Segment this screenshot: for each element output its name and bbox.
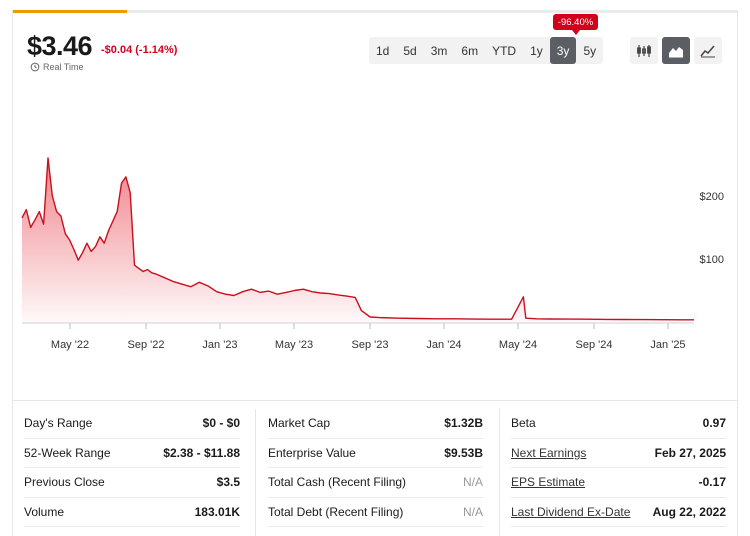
stat-value: $9.53B [444,445,483,460]
stat-label: Market Cap [268,416,331,431]
stat-label: Volume [24,504,65,519]
stats-column-2: Market Cap $1.32B Enterprise Value $9.53B To… [268,409,483,536]
stat-value: $2.38 - $11.88 [163,445,240,460]
x-tick-label: May '23 [275,339,313,351]
candlestick-chart-button[interactable] [630,37,658,64]
stat-label: Previous Close [24,475,105,490]
stat-label: Average Volume (3M) [24,534,140,536]
stat-label: Total Debt (Recent Filing) [268,504,404,519]
stat-row: EPS Estimate -0.17 [511,468,726,498]
x-tick-label: May '22 [51,339,89,351]
stat-value: N/A [462,504,483,519]
range-button-ytd[interactable]: YTD [492,43,517,58]
stat-row: Average Volume (3M) 10.25M [24,527,240,536]
x-tick-label: Jan '23 [202,339,237,351]
range-button-5d[interactable]: 5d [403,43,417,58]
stat-label: 52-Week Range [24,445,111,460]
column-divider [255,409,256,536]
top-border [12,10,738,13]
line-chart-icon [700,45,715,57]
stat-label: Day's Range [24,416,93,431]
price-line [21,157,694,321]
stat-row: Price to Earnings (P/E) N/A [268,527,483,536]
x-tick-label: Jan '25 [650,339,685,351]
stat-label: Beta [511,416,536,431]
x-tick-label: Jan '24 [426,339,461,351]
line-chart-button[interactable] [694,37,722,64]
stats-column-1: Day's Range $0 - $0 52-Week Range $2.38 - $… [24,409,240,536]
x-tick-label: May '24 [499,339,537,351]
stat-label[interactable]: Next Earnings [511,445,587,460]
realtime-label: Real Time [43,62,84,72]
stat-label: Price to Earnings (P/E) [268,534,390,536]
stat-row: Last Dividend Ex-Date Aug 22, 2022 [511,498,726,527]
time-range-selector: 1d 5d 3m 6m YTD 1y 3y 5y [369,37,604,64]
price-area [22,158,694,322]
x-tick-label: Sep '23 [352,339,389,351]
stat-row: Dividend Yield N/A [511,527,726,536]
stat-value: N/A [706,534,726,536]
column-divider [499,409,500,536]
stat-row: Market Cap $1.32B [268,409,483,439]
price-change: -$0.04 (-1.14%) [101,44,178,56]
range-button-1y[interactable]: 1y [530,43,543,58]
y-tick-label: $100 [700,254,724,266]
stat-row: Enterprise Value $9.53B [268,439,483,468]
stat-label: Dividend Yield [511,534,587,536]
stat-row: Previous Close $3.5 [24,468,240,498]
stat-row: Next Earnings Feb 27, 2025 [511,439,726,468]
stat-row: Volume 183.01K [24,498,240,527]
stat-row: Beta 0.97 [511,409,726,439]
mountain-chart-button[interactable] [662,37,690,64]
stat-row: Day's Range $0 - $0 [24,409,240,439]
stat-value: Aug 22, 2022 [652,504,726,519]
stat-value: Feb 27, 2025 [654,445,726,460]
stat-value: 10.25M [200,534,240,536]
stat-row: Total Cash (Recent Filing) N/A [268,468,483,498]
stat-value: 183.01K [194,504,240,519]
x-tick-label: Sep '22 [128,339,165,351]
stat-row: Total Debt (Recent Filing) N/A [268,498,483,527]
range-button-5y[interactable]: 5y [583,43,597,58]
y-tick-label: $200 [700,191,724,203]
widget-frame [12,10,738,536]
stat-label[interactable]: Last Dividend Ex-Date [511,504,631,519]
range-button-1d[interactable]: 1d [376,43,390,58]
key-stats-panel: Day's Range $0 - $0 52-Week Range $2.38 - $… [12,400,738,536]
range-change-tooltip: -96.40% [553,14,598,35]
realtime-indicator: Real Time [30,62,84,72]
price-chart[interactable]: $200 $100 May '22 Sep '22 Jan '23 May '23 Sep … [0,0,750,360]
stats-column-3: Beta 0.97 Next Earnings Feb 27, 2025 EPS Est… [511,409,726,536]
mountain-chart-icon [669,46,683,57]
stat-value: $0 - $0 [202,416,240,431]
stat-label[interactable]: EPS Estimate [511,475,586,490]
stat-row: 52-Week Range $2.38 - $11.88 [24,439,240,468]
range-button-6m[interactable]: 6m [461,43,479,58]
stat-value: $1.32B [444,416,483,431]
stat-value: $3.5 [216,475,240,490]
clock-icon [30,62,40,72]
x-tick-label: Sep '24 [576,339,613,351]
range-button-3y[interactable]: 3y [549,37,577,64]
stat-value: N/A [462,475,483,490]
stat-value: N/A [463,534,483,536]
range-button-3m[interactable]: 3m [430,43,448,58]
stat-value: -0.17 [698,475,726,490]
stat-label: Enterprise Value [268,445,356,460]
candlestick-icon [637,44,651,57]
stat-value: 0.97 [702,416,726,431]
current-price: $3.46 [27,31,93,61]
stat-label: Total Cash (Recent Filing) [268,475,407,490]
top-accent-bar [12,10,127,13]
